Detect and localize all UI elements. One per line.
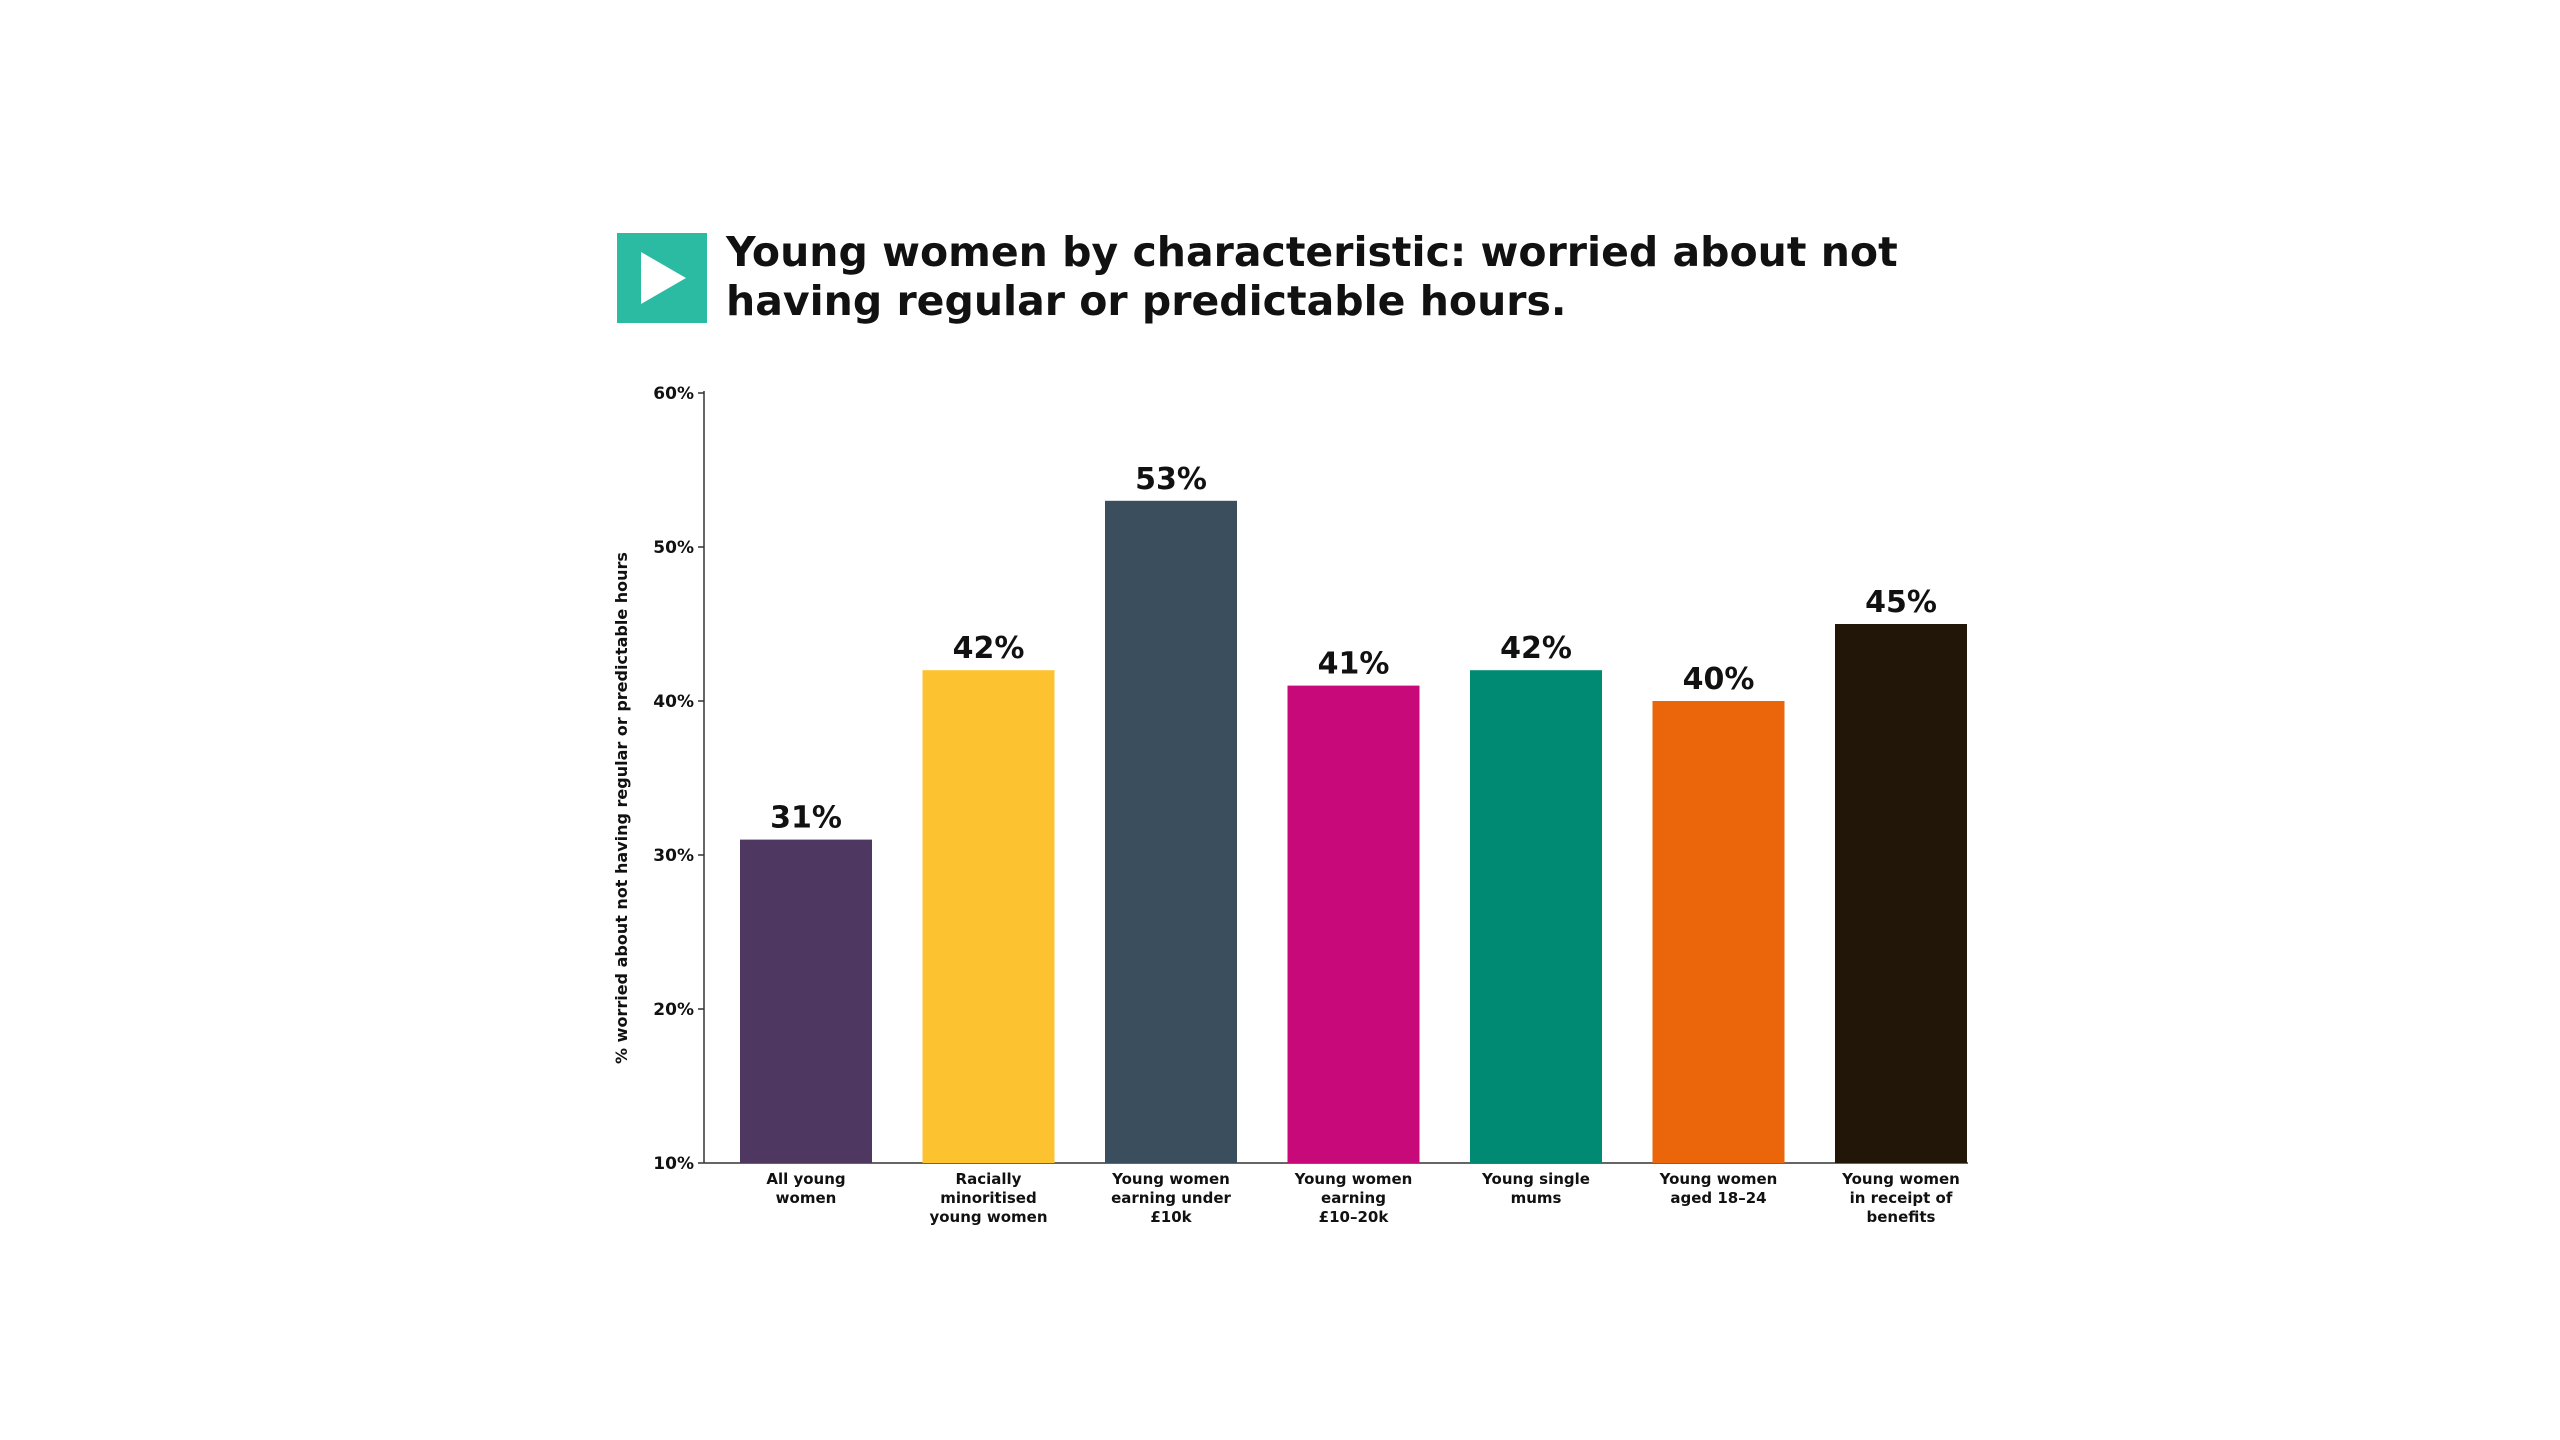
y-tick-label: 30%: [653, 846, 694, 866]
category-label: Young women in receipt of benefits: [1841, 1170, 1960, 1226]
category-label: Racially minoritised young women: [929, 1170, 1047, 1226]
y-tick-label: 40%: [653, 692, 694, 712]
data-label: 42%: [953, 631, 1025, 666]
data-label: 31%: [770, 801, 842, 836]
category-label-line: £10–20k: [1319, 1208, 1390, 1226]
y-tick-label: 10%: [653, 1154, 694, 1174]
data-label: 40%: [1683, 662, 1755, 697]
category-label: Young single mums: [1481, 1170, 1590, 1207]
bar: [1287, 685, 1420, 1163]
data-label: 42%: [1500, 631, 1572, 666]
category-label: All young women: [766, 1170, 845, 1207]
category-label-line: Young women: [1294, 1170, 1413, 1188]
bar: [922, 670, 1055, 1163]
category-label: Young women earning £10–20k: [1294, 1170, 1413, 1226]
category-label-line: Young women: [1841, 1170, 1960, 1188]
category-label-line: earning under: [1111, 1189, 1231, 1207]
chart-title: Young women by characteristic: worried a…: [726, 228, 1898, 325]
category-label-line: benefits: [1867, 1208, 1936, 1226]
bar: [1105, 500, 1237, 1163]
category-label-line: mums: [1511, 1189, 1562, 1207]
data-label: 45%: [1865, 585, 1937, 620]
data-label: 41%: [1318, 647, 1390, 682]
category-label-line: minoritised: [940, 1189, 1036, 1207]
bar: [1470, 670, 1602, 1163]
play-icon: [641, 252, 686, 304]
bar: [1652, 701, 1785, 1163]
category-label-line: young women: [929, 1208, 1047, 1226]
bar: [1835, 624, 1967, 1163]
category-label: Young women earning under £10k: [1111, 1170, 1231, 1226]
y-tick-label: 20%: [653, 1000, 694, 1020]
category-label-line: £10k: [1150, 1208, 1192, 1226]
category-label: Young women aged 18–24: [1659, 1170, 1778, 1207]
category-label-line: aged 18–24: [1670, 1189, 1766, 1207]
category-label-line: earning: [1321, 1189, 1386, 1207]
category-label-line: Racially: [956, 1170, 1022, 1188]
y-axis-title: % worried about not having regular or pr…: [612, 552, 631, 1064]
y-tick-label: 60%: [653, 384, 694, 404]
category-label-line: All young: [766, 1170, 845, 1188]
category-label-line: Young single: [1481, 1170, 1590, 1188]
bar: [740, 839, 872, 1163]
category-label-line: in receipt of: [1850, 1189, 1953, 1207]
category-label-line: Young women: [1659, 1170, 1778, 1188]
play-logo-icon: [617, 233, 707, 323]
category-label-line: women: [776, 1189, 837, 1207]
y-tick-label: 50%: [653, 538, 694, 558]
data-label: 53%: [1135, 462, 1207, 497]
category-label-line: Young women: [1111, 1170, 1230, 1188]
